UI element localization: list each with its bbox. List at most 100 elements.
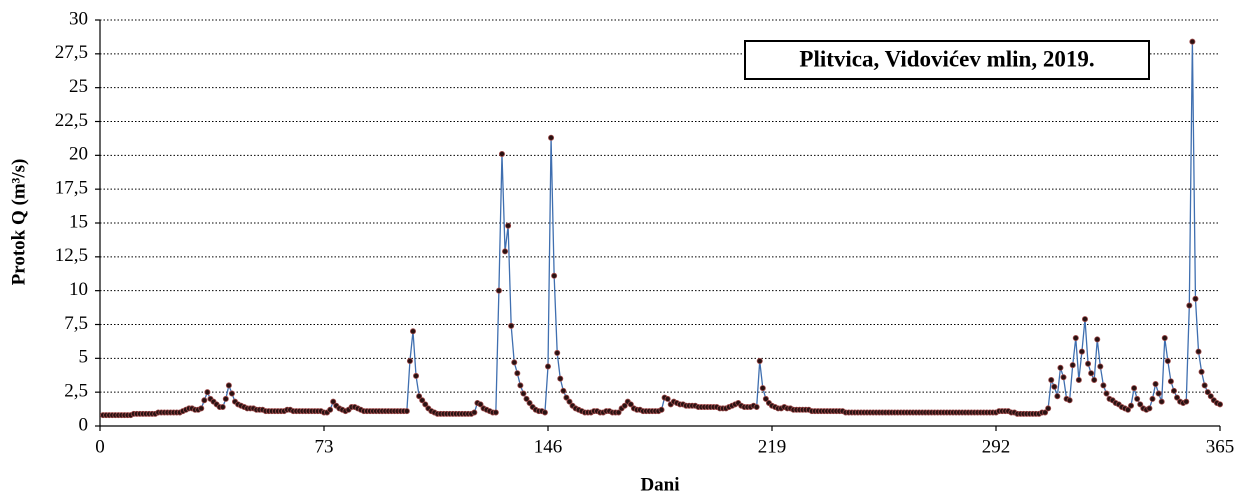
data-point	[1078, 348, 1085, 355]
data-point	[1072, 335, 1079, 342]
data-point	[1124, 406, 1131, 413]
data-point	[1081, 316, 1088, 323]
data-point	[471, 409, 478, 416]
data-point	[1207, 393, 1214, 400]
y-tick-label: 17,5	[55, 178, 88, 199]
data-point	[505, 222, 512, 229]
data-point	[1137, 401, 1144, 408]
data-point	[477, 401, 484, 408]
y-tick-label: 30	[69, 8, 88, 29]
data-point	[520, 390, 527, 397]
data-point	[416, 393, 423, 400]
data-point	[615, 409, 622, 416]
data-point	[1091, 376, 1098, 383]
data-line	[103, 41, 1221, 416]
data-point	[1094, 336, 1101, 343]
data-point	[1100, 382, 1107, 389]
data-point	[1164, 358, 1171, 365]
data-point	[198, 405, 205, 412]
data-point	[1045, 405, 1052, 412]
data-point	[330, 398, 337, 405]
data-point	[627, 401, 634, 408]
x-tick-label: 219	[758, 436, 787, 457]
data-point	[1075, 376, 1082, 383]
data-point	[1085, 360, 1092, 367]
y-tick-label: 27,5	[55, 42, 88, 63]
plot-area: 0 2,5 5 7,5 10 12,5 15 17,5 20 22,5 25 27,5 30 0 73 146…	[55, 8, 1235, 457]
data-point	[1155, 390, 1162, 397]
data-point	[541, 409, 548, 416]
data-point	[1057, 364, 1064, 371]
data-point	[1103, 390, 1110, 397]
data-point	[492, 409, 499, 416]
y-axis-label: Protok Q (m³/s)	[8, 159, 29, 286]
data-point	[1088, 370, 1095, 377]
data-point	[1167, 378, 1174, 385]
data-point	[228, 390, 235, 397]
data-point	[762, 395, 769, 402]
data-point	[560, 387, 567, 394]
data-point	[563, 394, 570, 401]
data-point	[204, 389, 211, 396]
data-point	[508, 322, 515, 329]
data-point	[759, 385, 766, 392]
data-point	[1069, 362, 1076, 369]
title-box	[744, 40, 1150, 80]
data-point	[1183, 398, 1190, 405]
y-tick-label: 2,5	[64, 381, 88, 402]
data-point	[327, 406, 334, 413]
data-point	[1066, 397, 1073, 404]
data-point	[1161, 335, 1168, 342]
data-point	[621, 402, 628, 409]
data-point	[526, 399, 533, 406]
data-point	[1146, 405, 1153, 412]
data-point	[1097, 363, 1104, 370]
data-point	[413, 372, 420, 379]
x-tick-label: 73	[315, 436, 334, 457]
x-tick-label: 292	[982, 436, 1011, 457]
data-point	[658, 406, 665, 413]
data-point	[523, 395, 530, 402]
data-point	[1131, 385, 1138, 392]
data-point	[419, 397, 426, 404]
data-point	[409, 328, 416, 335]
data-point	[1048, 376, 1055, 383]
data-point	[201, 397, 208, 404]
data-point	[1149, 395, 1156, 402]
x-axis-label: Dani	[640, 474, 679, 495]
x-tick-label: 365	[1206, 436, 1235, 457]
data-point	[664, 395, 671, 402]
data-point	[1060, 374, 1067, 381]
y-tick-label: 25	[69, 76, 88, 97]
data-point	[1134, 395, 1141, 402]
data-point	[545, 363, 552, 370]
y-tick-label: 7,5	[64, 313, 88, 334]
data-point	[403, 408, 410, 415]
data-point	[554, 349, 561, 356]
data-point	[548, 134, 555, 141]
data-point	[495, 287, 502, 294]
y-tick-label: 10	[69, 279, 88, 300]
y-tick-label: 15	[69, 211, 88, 232]
data-point	[1054, 393, 1061, 400]
data-point	[1195, 348, 1202, 355]
data-point	[551, 272, 558, 279]
data-point	[1152, 381, 1159, 388]
data-point	[498, 150, 505, 157]
data-point	[422, 401, 429, 408]
data-point	[1189, 38, 1196, 45]
x-tick-label: 0	[95, 436, 105, 457]
y-tick-label: 20	[69, 144, 88, 165]
data-point	[1174, 394, 1181, 401]
data-point	[1128, 402, 1135, 409]
data-point	[1170, 387, 1177, 394]
y-tick-label: 5	[79, 347, 89, 368]
data-point	[1217, 401, 1224, 408]
data-point	[222, 395, 229, 402]
data-point	[1201, 382, 1208, 389]
data-point	[406, 358, 413, 365]
data-point	[517, 382, 524, 389]
data-point	[514, 370, 521, 377]
y-tick-label: 0	[79, 414, 89, 435]
